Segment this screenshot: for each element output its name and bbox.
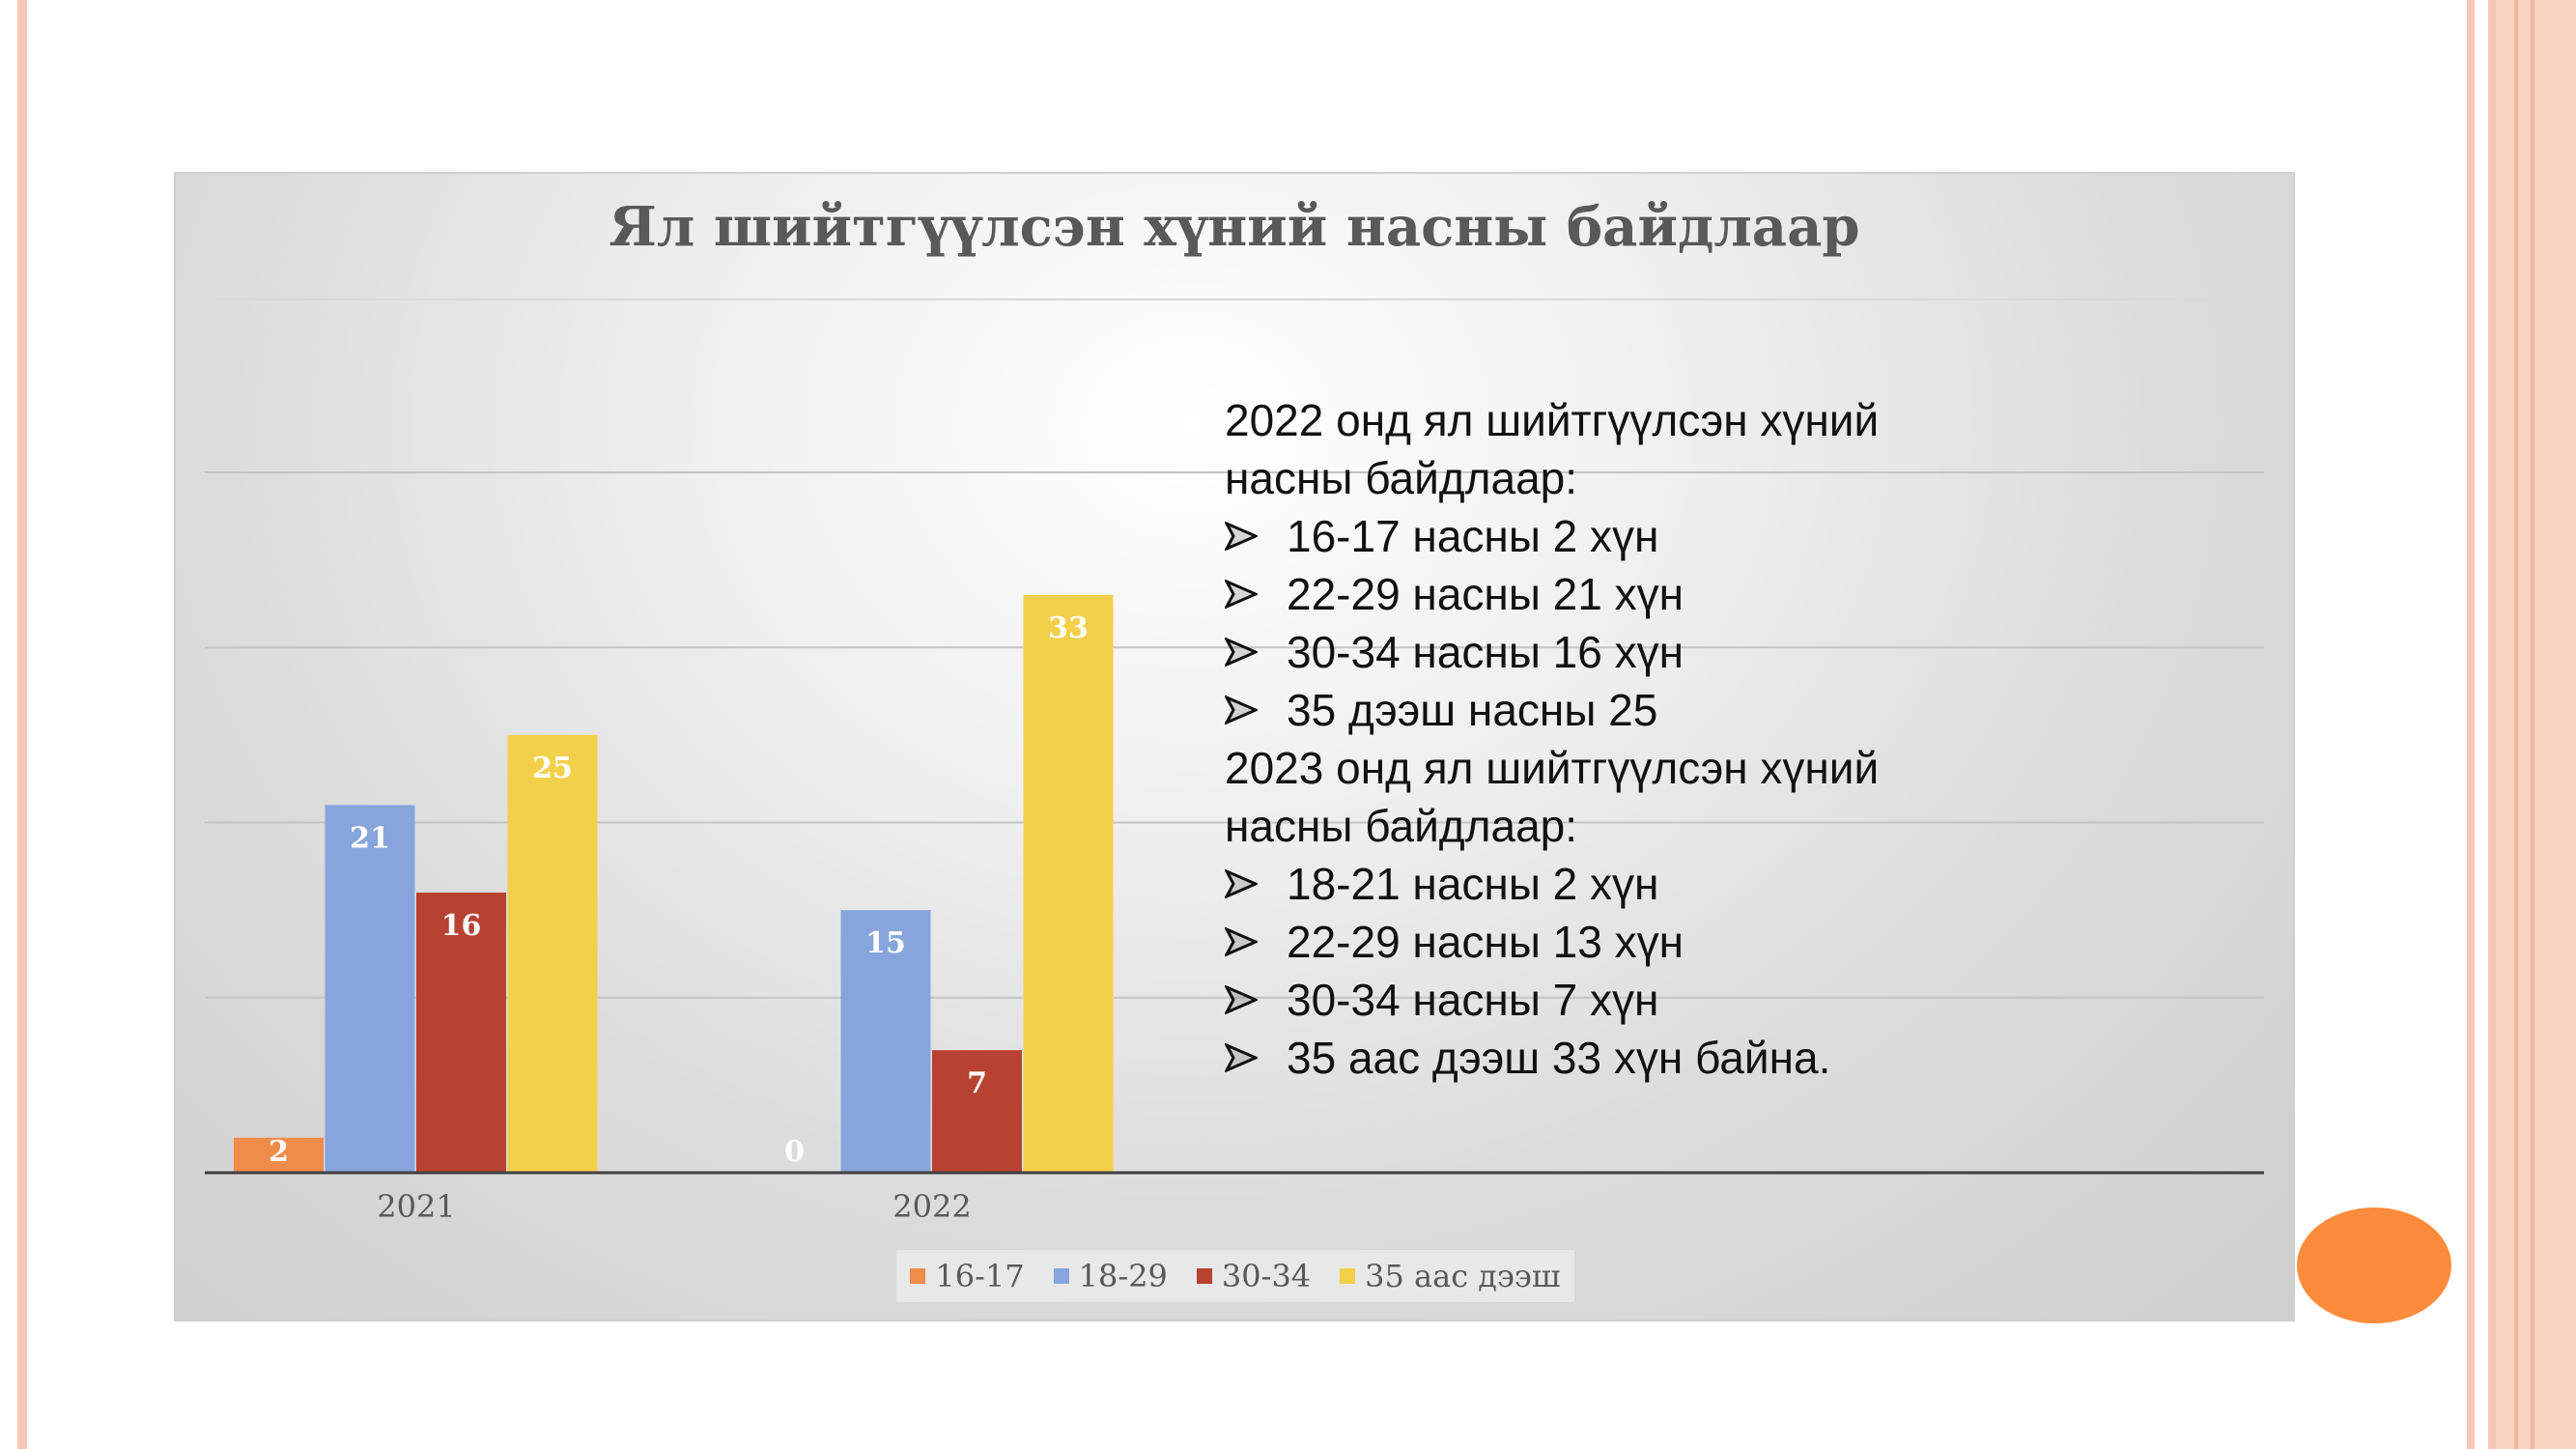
slide-right-border [2531, 0, 2534, 1449]
legend-item-35-plus: 35 аас дээш [1340, 1258, 1561, 1294]
arrow-bullet-icon [1225, 580, 1258, 609]
notes-item-text: 35 дээш насны 25 [1287, 685, 1658, 735]
notes-bullet-item: 22-29 насны 13 хүн [1225, 913, 1978, 971]
notes-heading-line: 2022 онд ял шийтгүүлсэн хүний [1225, 395, 1880, 445]
legend-label: 18-29 [1078, 1258, 1168, 1294]
slide-right-border [2514, 0, 2518, 1449]
bar-value-label: 15 [865, 926, 906, 960]
legend-swatch [1196, 1268, 1212, 1284]
legend-item-30-34: 30-34 [1196, 1258, 1312, 1294]
legend-swatch [1053, 1268, 1069, 1284]
bar-value-label: 16 [441, 909, 482, 943]
chart-frame: 2 21 16 25 2021 0 15 7 33 2022 Ял шийтгүүлсэн хүн… [174, 172, 2295, 1321]
bar-value-label: 7 [967, 1066, 987, 1100]
arrow-bullet-icon [1225, 522, 1258, 551]
notes-bullet-item: 35 дээш насны 25 [1225, 681, 1978, 739]
notes-bullet-item: 22-29 насны 21 хүн [1225, 565, 1978, 623]
bar [234, 1137, 324, 1173]
legend-label: 30-34 [1221, 1258, 1312, 1294]
notes-heading-line: 2023 онд ял шийтгүүлсэн хүний [1225, 743, 1880, 793]
bar [1023, 594, 1114, 1173]
bar-chart: 2 21 16 25 2021 0 15 7 33 2022 [205, 298, 2264, 1225]
slide-right-border [2488, 0, 2496, 1449]
arrow-bullet-icon [1225, 927, 1258, 956]
bar-value-label: 33 [1048, 611, 1089, 645]
bar [416, 893, 506, 1173]
bar [325, 805, 415, 1173]
notes-bullet-item: 35 аас дээш 33 хүн байна. [1225, 1029, 1978, 1087]
arrow-bullet-icon [1225, 985, 1258, 1014]
notes-bullet-item: 30-34 насны 16 хүн [1225, 623, 1978, 681]
x-tick-label: 2021 [377, 1188, 455, 1225]
x-tick-label: 2022 [892, 1188, 971, 1225]
notes-item-text: 30-34 насны 16 хүн [1287, 627, 1684, 677]
legend-item-16-17: 16-17 [910, 1258, 1025, 1294]
bar [840, 910, 931, 1173]
arrow-bullet-icon [1225, 638, 1258, 667]
bar [507, 734, 598, 1173]
bar-value-label: 0 [784, 1135, 805, 1169]
arrow-bullet-icon [1225, 696, 1258, 724]
arrow-bullet-icon [1225, 1043, 1258, 1072]
chart-legend: 16-17 18-29 30-34 35 аас дээш [896, 1250, 1574, 1302]
notes-item-text: 22-29 насны 13 хүн [1287, 917, 1684, 967]
bar-value-label: 2 [269, 1135, 289, 1169]
legend-swatch [910, 1268, 926, 1284]
chart-title: Ял шийтгүүлсэн хүний насны байдлаар [609, 195, 1860, 259]
legend-item-18-29: 18-29 [1053, 1258, 1168, 1294]
slide-left-border [17, 0, 27, 1449]
notes-bullet-item: 18-21 насны 2 хүн [1225, 855, 1978, 913]
slide-right-border [2496, 0, 2576, 1449]
notes-item-text: 18-21 насны 2 хүн [1287, 859, 1659, 909]
bar-value-label: 21 [350, 821, 390, 855]
legend-label: 16-17 [935, 1258, 1025, 1294]
bar [932, 1050, 1022, 1173]
slide-right-border [2467, 0, 2475, 1449]
notes-bullet-item: 30-34 насны 7 хүн [1225, 971, 1978, 1029]
chart-notes: 2022 онд ял шийтгүүлсэн хүний насны байд… [1225, 391, 1978, 1087]
bar-value-label: 25 [532, 752, 573, 785]
arrow-bullet-icon [1225, 869, 1258, 898]
notes-bullet-item: 16-17 насны 2 хүн [1225, 507, 1978, 565]
decorative-circle [2297, 1208, 2451, 1323]
notes-item-text: 16-17 насны 2 хүн [1287, 511, 1659, 561]
legend-label: 35 аас дээш [1365, 1258, 1561, 1294]
notes-item-text: 22-29 насны 21 хүн [1287, 569, 1684, 619]
notes-heading-line: насны байдлаар: [1225, 453, 1578, 503]
notes-item-text: 35 аас дээш 33 хүн байна. [1287, 1033, 1831, 1083]
legend-swatch [1340, 1268, 1356, 1284]
notes-heading-line: насны байдлаар: [1225, 801, 1578, 851]
notes-item-text: 30-34 насны 7 хүн [1287, 975, 1659, 1025]
